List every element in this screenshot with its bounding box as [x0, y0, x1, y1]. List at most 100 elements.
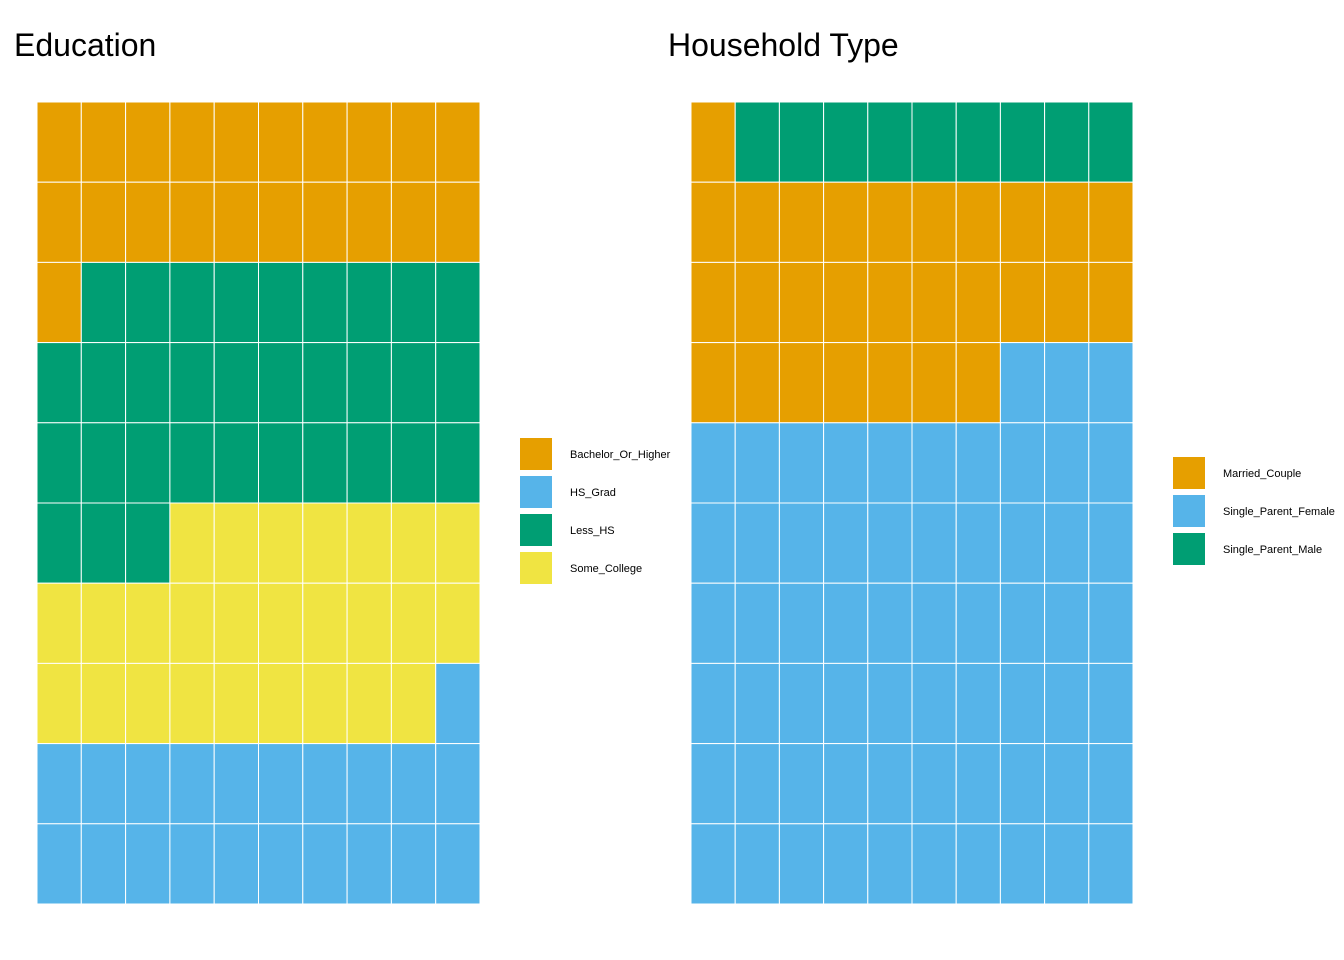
waffle-cell-single-parent-female	[778, 582, 825, 664]
waffle-cell-single-parent-female	[690, 502, 736, 584]
waffle-cell-single-parent-female	[999, 582, 1046, 664]
waffle-cell-hs-grad	[346, 823, 392, 905]
waffle-cell-less-hs	[213, 342, 259, 424]
waffle-cell-single-parent-female	[1088, 342, 1134, 424]
waffle-cell-some-college	[390, 662, 437, 745]
waffle-cell-married-couple	[955, 181, 1001, 263]
legend-key-some-college	[520, 552, 552, 584]
waffle-cell-some-college	[169, 662, 215, 745]
waffle-cell-single-parent-female	[823, 743, 869, 825]
waffle-cell-bachelor-or-higher	[346, 181, 392, 263]
waffle-cell-married-couple	[690, 342, 736, 424]
waffle-cell-single-parent-female	[690, 582, 736, 664]
waffle-cell-less-hs	[36, 422, 82, 504]
legend-key-bachelor-or-higher	[520, 438, 552, 470]
legend-key-married-couple	[1173, 457, 1205, 489]
waffle-cell-single-parent-female	[1088, 662, 1134, 745]
waffle-cell-less-hs	[125, 342, 171, 424]
waffle-cell-less-hs	[80, 261, 127, 344]
legend-key-hs-grad	[520, 476, 552, 508]
waffle-cell-hs-grad	[80, 823, 127, 905]
waffle-cell-married-couple	[911, 181, 957, 263]
waffle-cell-single-parent-female	[955, 823, 1001, 905]
waffle-cell-some-college	[302, 502, 348, 584]
waffle-cell-some-college	[213, 662, 259, 745]
waffle-cell-bachelor-or-higher	[36, 261, 82, 344]
waffle-cell-bachelor-or-higher	[80, 181, 127, 263]
waffle-cell-bachelor-or-higher	[346, 101, 392, 183]
waffle-cell-bachelor-or-higher	[390, 181, 437, 263]
legend-label-some-college: Some_College	[570, 563, 642, 575]
waffle-cell-single-parent-female	[911, 823, 957, 905]
waffle-cell-single-parent-female	[1044, 823, 1090, 905]
waffle-cell-single-parent-female	[911, 582, 957, 664]
waffle-cell-less-hs	[346, 261, 392, 344]
waffle-cell-single-parent-female	[734, 823, 780, 905]
waffle-cell-single-parent-female	[999, 662, 1046, 745]
waffle-cell-married-couple	[867, 181, 913, 263]
waffle-cell-hs-grad	[346, 743, 392, 825]
waffle-cell-less-hs	[435, 342, 481, 424]
waffle-cell-some-college	[435, 502, 481, 584]
waffle-cell-single-parent-female	[690, 823, 736, 905]
waffle-cell-some-college	[213, 502, 259, 584]
waffle-cell-single-parent-female	[734, 502, 780, 584]
waffle-cell-bachelor-or-higher	[435, 101, 481, 183]
waffle-cell-single-parent-female	[867, 662, 913, 745]
waffle-cell-married-couple	[1088, 181, 1134, 263]
waffle-cell-single-parent-female	[999, 502, 1046, 584]
waffle-cell-married-couple	[1044, 261, 1090, 344]
waffle-cell-some-college	[80, 582, 127, 664]
waffle-cell-married-couple	[867, 261, 913, 344]
waffle-cell-hs-grad	[302, 823, 348, 905]
waffle-cell-bachelor-or-higher	[213, 101, 259, 183]
legend-label-single-parent-female: Single_Parent_Female	[1223, 506, 1335, 518]
waffle-cell-some-college	[390, 502, 437, 584]
waffle-cell-single-parent-female	[1088, 582, 1134, 664]
waffle-cell-bachelor-or-higher	[36, 101, 82, 183]
waffle-cell-hs-grad	[36, 743, 82, 825]
waffle-cell-married-couple	[999, 261, 1046, 344]
waffle-cell-married-couple	[911, 261, 957, 344]
waffle-cell-married-couple	[823, 342, 869, 424]
waffle-cell-some-college	[258, 662, 304, 745]
waffle-cell-single-parent-female	[999, 422, 1046, 504]
waffle-cell-hs-grad	[390, 823, 437, 905]
waffle-cell-single-parent-male	[778, 101, 825, 183]
waffle-cell-married-couple	[734, 181, 780, 263]
waffle-cell-single-parent-female	[823, 662, 869, 745]
waffle-cell-less-hs	[125, 502, 171, 584]
waffle-cell-single-parent-female	[955, 743, 1001, 825]
waffle-cell-single-parent-female	[867, 502, 913, 584]
waffle-cell-single-parent-male	[999, 101, 1046, 183]
waffle-cell-bachelor-or-higher	[302, 181, 348, 263]
legend-label-single-parent-male: Single_Parent_Male	[1223, 544, 1322, 556]
waffle-cell-single-parent-female	[778, 422, 825, 504]
waffle-cell-less-hs	[36, 502, 82, 584]
waffle-cell-single-parent-male	[867, 101, 913, 183]
waffle-cell-hs-grad	[258, 743, 304, 825]
waffle-cell-less-hs	[80, 422, 127, 504]
waffle-cell-single-parent-female	[734, 743, 780, 825]
waffle-cell-single-parent-female	[690, 743, 736, 825]
waffle-cell-single-parent-male	[955, 101, 1001, 183]
waffle-cell-less-hs	[80, 342, 127, 424]
waffle-cell-single-parent-male	[823, 101, 869, 183]
legend-key-less-hs	[520, 514, 552, 546]
waffle-cell-single-parent-female	[911, 743, 957, 825]
waffle-cell-married-couple	[999, 181, 1046, 263]
waffle-cell-single-parent-female	[1044, 662, 1090, 745]
waffle-cell-some-college	[36, 582, 82, 664]
waffle-cell-hs-grad	[258, 823, 304, 905]
waffle-cell-less-hs	[213, 422, 259, 504]
household-legend: Married_Couple Single_Parent_Female Single…	[1173, 457, 1335, 565]
waffle-cell-single-parent-female	[690, 422, 736, 504]
waffle-cell-single-parent-female	[1044, 422, 1090, 504]
waffle-cell-single-parent-female	[778, 823, 825, 905]
waffle-cell-bachelor-or-higher	[80, 101, 127, 183]
waffle-cell-less-hs	[346, 342, 392, 424]
waffle-cell-some-college	[36, 662, 82, 745]
waffle-cell-hs-grad	[435, 743, 481, 825]
waffle-cell-hs-grad	[435, 662, 481, 745]
waffle-cell-married-couple	[778, 261, 825, 344]
